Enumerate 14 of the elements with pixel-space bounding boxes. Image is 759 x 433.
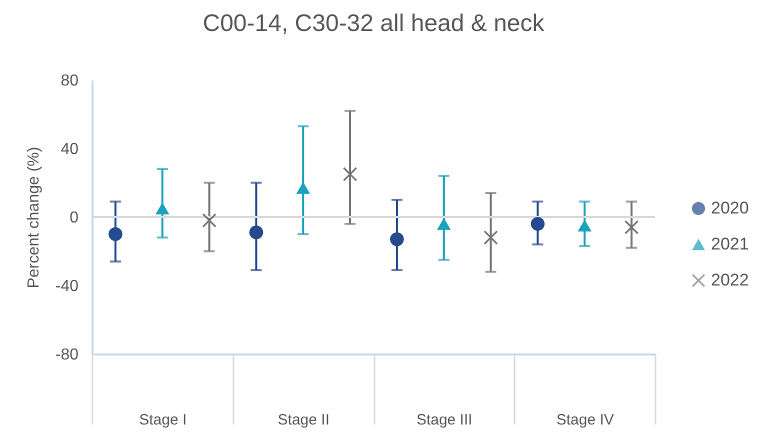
y-tick-label: -40 <box>55 278 79 295</box>
y-tick-label: 40 <box>60 141 79 158</box>
y-tick-label: -80 <box>55 346 79 364</box>
y-tick-label: 80 <box>60 72 79 90</box>
legend-label: 2020 <box>711 198 749 218</box>
legend-label: 2021 <box>711 234 749 254</box>
chart-title: C00-14, C30-32 all head & neck <box>202 10 546 37</box>
x-tick-label: Stage II <box>278 412 330 428</box>
x-tick-label: Stage III <box>416 412 472 428</box>
y-tick-label: 0 <box>70 210 79 226</box>
legend-label: 2022 <box>711 270 749 290</box>
x-tick-label: Stage I <box>139 412 187 428</box>
y-axis-title: Percent change (%) <box>25 146 42 288</box>
x-tick-label: Stage IV <box>556 412 614 428</box>
